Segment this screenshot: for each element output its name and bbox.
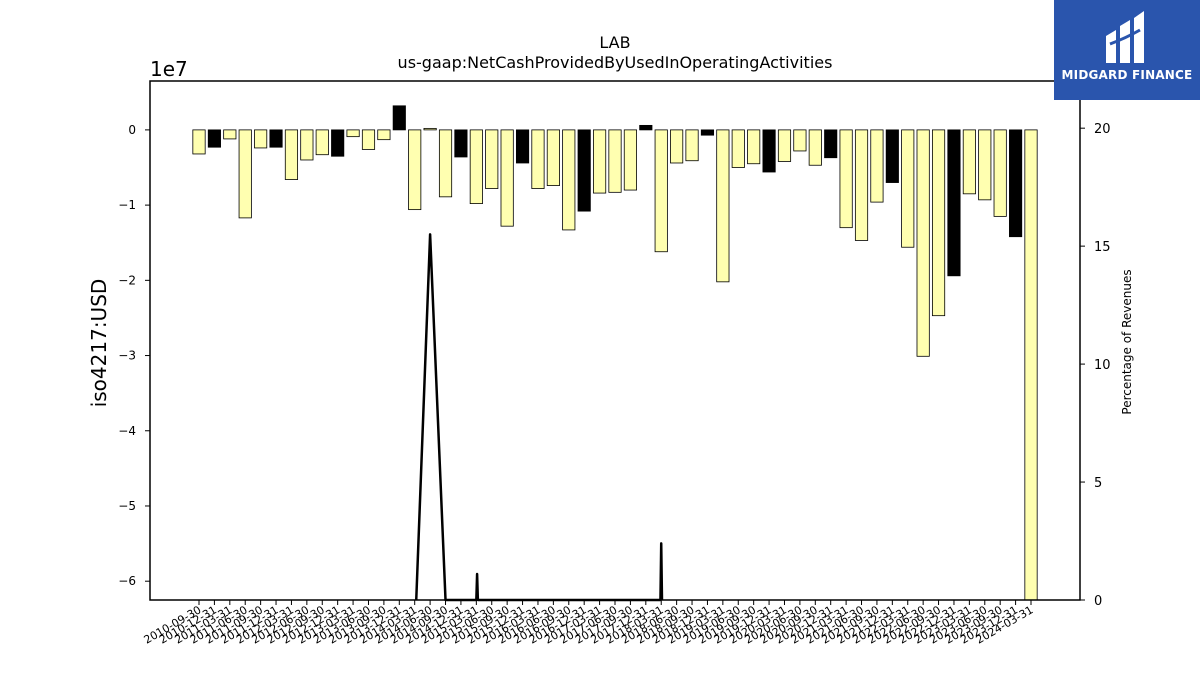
y-axis-label: iso4217:USD bbox=[87, 279, 111, 408]
midgard-logo-icon bbox=[1106, 11, 1144, 63]
bar bbox=[670, 129, 684, 164]
bar bbox=[608, 129, 622, 193]
bar bbox=[531, 129, 545, 189]
bar bbox=[962, 129, 976, 195]
y2-tick-label: 0 bbox=[1094, 594, 1102, 609]
bar bbox=[423, 127, 437, 131]
bar bbox=[700, 129, 715, 136]
bar bbox=[623, 129, 637, 191]
logo-text: MIDGARD FINANCE bbox=[1061, 68, 1193, 82]
bar bbox=[577, 129, 591, 212]
bar bbox=[562, 129, 576, 231]
bar bbox=[654, 129, 668, 253]
bar bbox=[931, 129, 946, 317]
bar bbox=[192, 129, 206, 155]
bar bbox=[254, 129, 268, 149]
bar bbox=[639, 124, 653, 131]
chart-subtitle: us-gaap:NetCashProvidedByUsedInOperating… bbox=[398, 53, 833, 72]
bar bbox=[331, 129, 345, 157]
y2-tick-label: 5 bbox=[1094, 476, 1102, 491]
bar bbox=[916, 129, 930, 357]
bar bbox=[854, 129, 869, 241]
bar bbox=[593, 129, 607, 194]
y-axis-offset-text: 1e7 bbox=[150, 57, 188, 81]
bar bbox=[485, 129, 499, 189]
y2-tick-label: 10 bbox=[1094, 358, 1111, 373]
bar bbox=[500, 129, 514, 227]
y2-tick-label: 15 bbox=[1094, 240, 1111, 255]
bar bbox=[777, 129, 792, 162]
bar bbox=[438, 129, 453, 198]
bar bbox=[762, 129, 776, 173]
y-tick-label: −6 bbox=[118, 574, 136, 588]
bar bbox=[454, 129, 468, 158]
bar bbox=[978, 129, 992, 201]
bar bbox=[361, 129, 376, 150]
bar bbox=[238, 129, 252, 219]
bar bbox=[207, 129, 221, 148]
y2-tick-label: 20 bbox=[1094, 122, 1111, 137]
bar bbox=[747, 129, 761, 165]
midgard-logo: MIDGARD FINANCE bbox=[1054, 0, 1200, 100]
bar bbox=[793, 129, 807, 152]
y-tick-label: −5 bbox=[118, 499, 136, 513]
bar bbox=[885, 129, 899, 183]
bar bbox=[870, 129, 884, 203]
bar bbox=[808, 129, 822, 166]
y-tick-label: −1 bbox=[118, 198, 136, 212]
y-tick-label: −4 bbox=[118, 424, 136, 438]
bar bbox=[408, 129, 422, 211]
bar bbox=[269, 129, 283, 148]
y-tick-label: −2 bbox=[118, 273, 136, 287]
bar bbox=[546, 129, 560, 186]
bar bbox=[947, 129, 961, 277]
bar bbox=[284, 129, 299, 180]
bar bbox=[839, 129, 853, 229]
bar bbox=[716, 129, 730, 283]
bar bbox=[824, 129, 838, 159]
bar bbox=[993, 129, 1007, 217]
bar bbox=[469, 129, 483, 204]
bar bbox=[1009, 129, 1023, 238]
bar bbox=[1024, 129, 1038, 601]
bar bbox=[731, 129, 745, 168]
y-tick-label: 0 bbox=[128, 123, 136, 137]
bar bbox=[392, 105, 406, 131]
y-tick-label: −3 bbox=[118, 349, 136, 363]
bar bbox=[300, 129, 314, 161]
bar bbox=[223, 129, 237, 140]
bar bbox=[515, 129, 530, 164]
percentage-line bbox=[414, 233, 664, 602]
chart-title: LAB bbox=[599, 33, 630, 52]
bar bbox=[377, 129, 391, 141]
bar bbox=[315, 129, 329, 156]
y2-axis-label: Percentage of Revenues bbox=[1120, 269, 1134, 414]
bar bbox=[901, 129, 915, 248]
bar bbox=[685, 129, 699, 162]
bar bbox=[346, 129, 360, 138]
